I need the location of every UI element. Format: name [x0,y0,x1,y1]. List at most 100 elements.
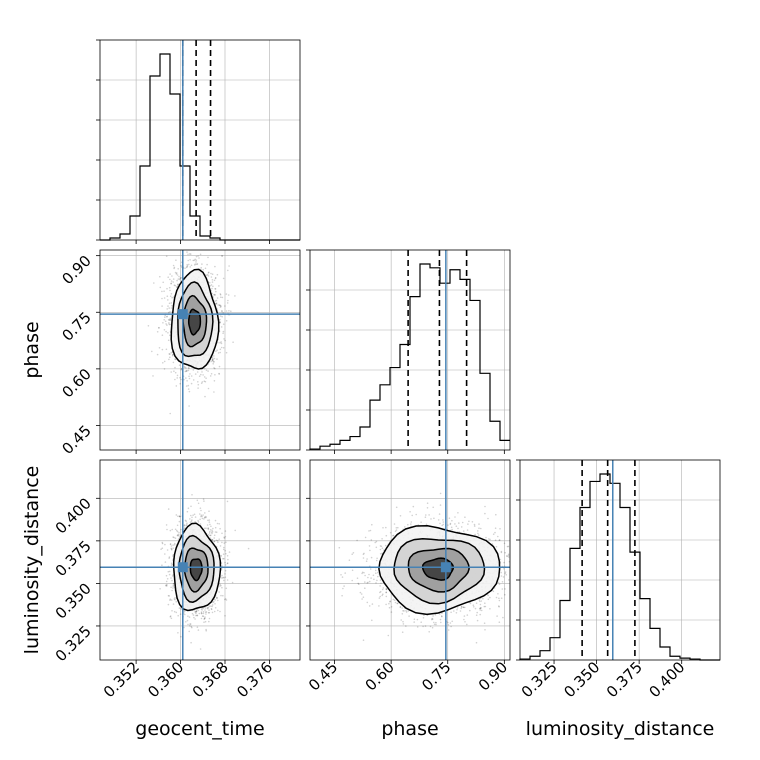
sample-point [208,521,211,523]
sample-point [173,284,176,287]
sample-point [210,608,213,611]
sample-point [227,294,230,296]
sample-point [180,367,183,370]
sample-point [171,555,174,557]
sample-point [205,630,207,632]
sample-point [211,360,213,363]
sample-point [169,599,171,601]
sample-point [177,278,180,280]
sample-point [189,253,192,255]
sample-point [449,523,452,526]
sample-point [219,545,222,547]
sample-point [206,607,209,610]
sample-point [173,544,176,546]
sample-point [205,377,207,380]
sample-point [183,524,186,526]
sample-point [205,515,207,518]
sample-point [218,373,220,375]
sample-point [366,558,368,560]
sample-point [216,358,218,360]
sample-point [213,600,215,603]
sample-point [218,523,220,525]
sample-point [173,610,176,613]
sample-point [169,278,171,281]
sample-point [439,618,442,621]
sample-point [220,346,223,349]
sample-point [450,526,453,529]
sample-point [162,322,164,324]
sample-point [195,259,197,262]
sample-point [165,323,167,325]
sample-point [207,275,210,277]
sample-point [166,578,169,580]
sample-point [172,361,175,364]
sample-point [225,320,228,322]
sample-point [172,603,175,605]
sample-point [207,519,209,522]
sample-point [551,576,553,578]
sample-point [178,520,181,523]
sample-point [168,286,171,289]
sample-point [401,607,403,609]
sample-point [175,529,178,532]
histogram-luminosity_distance [519,473,720,661]
sample-point [187,623,189,626]
sample-point [179,382,181,385]
sample-point [216,539,219,542]
sample-point [211,532,213,535]
sample-point [195,610,198,612]
sample-point [220,342,223,345]
sample-point [207,611,210,614]
sample-point [175,273,178,275]
sample-point [169,319,172,321]
sample-point [171,296,173,299]
sample-point [163,329,166,331]
sample-point [217,541,219,544]
sample-point [208,510,210,512]
sample-point [172,547,174,549]
sample-point [221,532,223,535]
sample-point [176,534,179,536]
sample-point [202,611,205,613]
sample-point [166,287,168,290]
sample-point [180,635,182,638]
sample-point [191,244,193,246]
sample-point [214,294,216,296]
sample-point [200,611,203,613]
sample-point [169,311,171,313]
sample-point [199,523,202,525]
sample-point [177,515,179,517]
sample-point [203,617,206,620]
sample-point [191,612,194,615]
sample-point [186,263,188,266]
sample-point [170,599,173,601]
sample-point [173,585,175,587]
sample-point [177,268,179,270]
sample-point [168,319,171,321]
sample-point [219,318,221,321]
sample-point [441,612,443,615]
sample-point [172,544,174,546]
sample-point [165,585,168,587]
sample-point [197,519,199,522]
sample-point [203,621,205,623]
sample-point [169,334,171,337]
sample-point [431,617,433,620]
sample-point [213,537,215,539]
sample-point [219,348,222,351]
sample-point [207,528,210,531]
sample-point [189,518,191,520]
sample-point [170,282,172,285]
sample-point [191,247,193,249]
sample-point [420,621,423,623]
sample-point [214,599,216,601]
sample-point [221,309,223,312]
sample-point [221,586,223,589]
sample-point [489,608,491,610]
sample-point [228,310,230,312]
sample-point [214,276,217,279]
sample-point [198,257,200,259]
sample-point [217,342,219,344]
sample-point [172,281,174,283]
sample-point [225,541,227,544]
